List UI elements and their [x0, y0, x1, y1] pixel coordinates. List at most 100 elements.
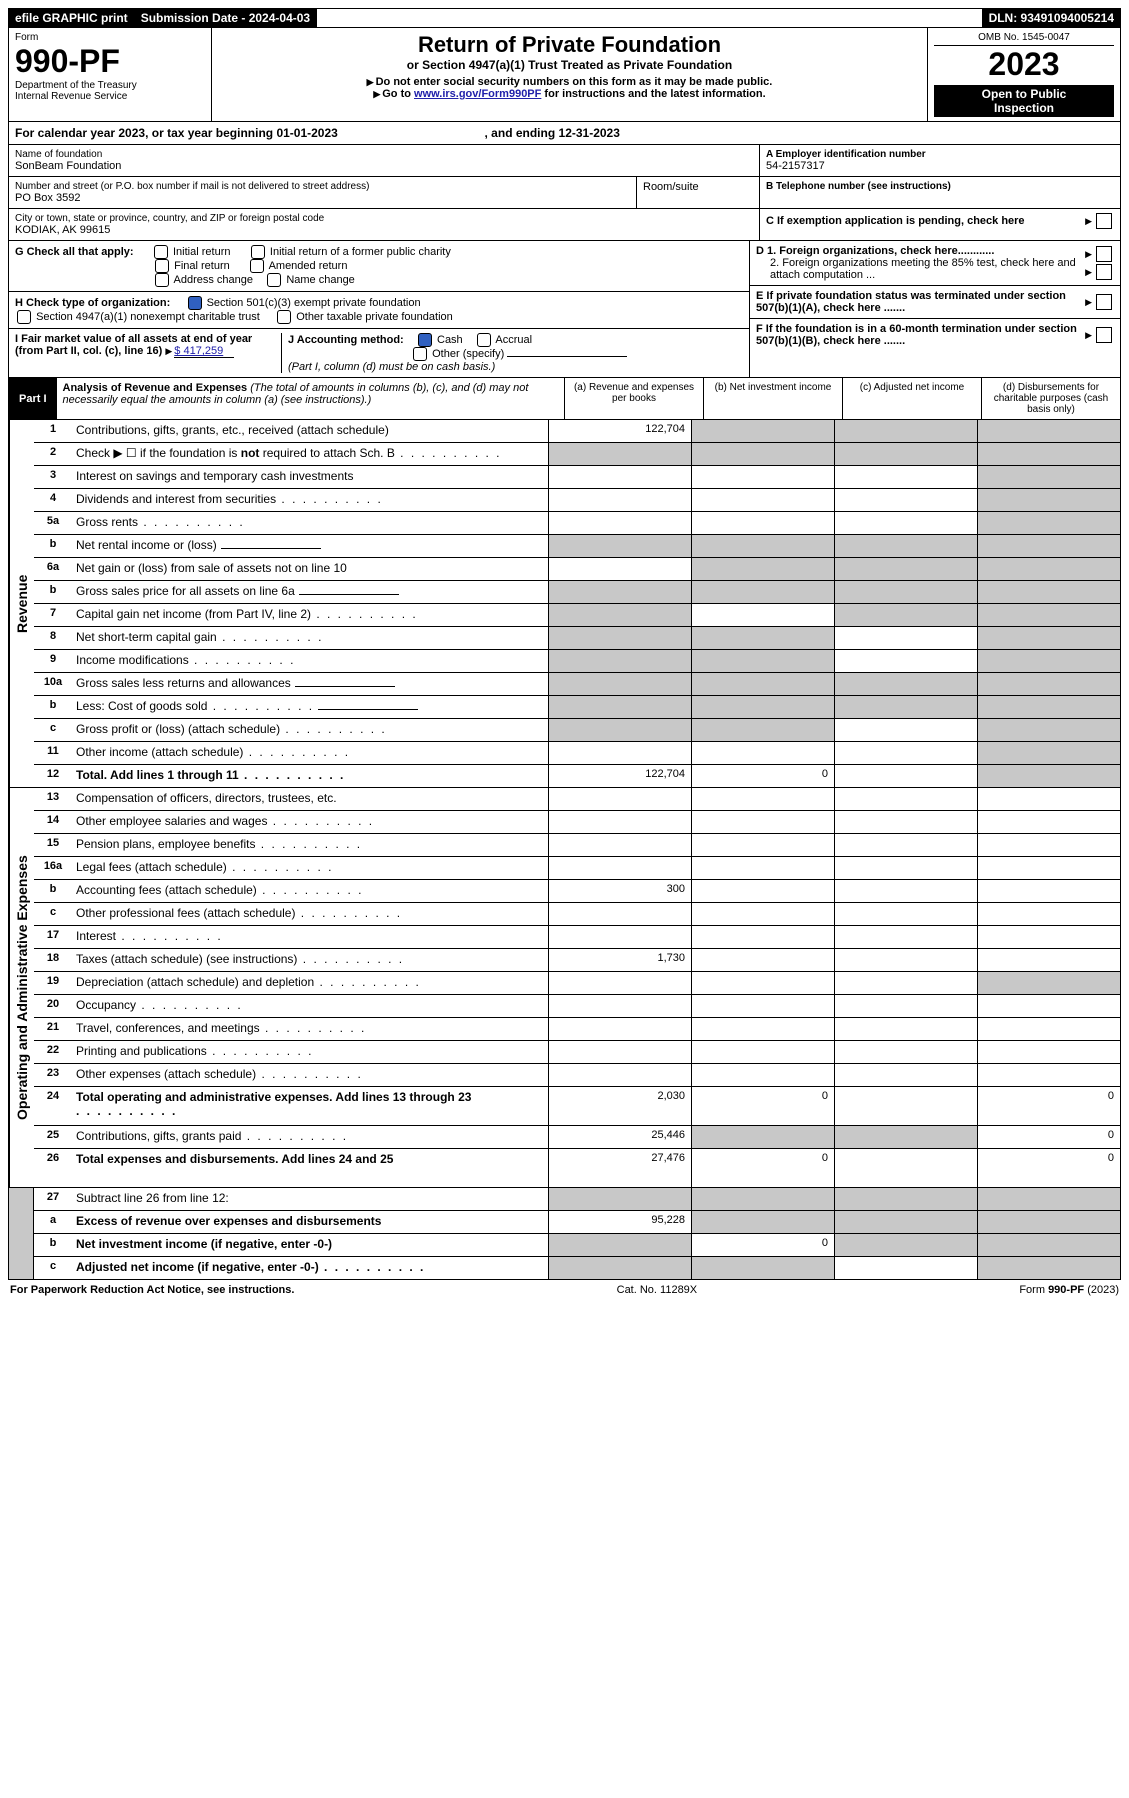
table-row: 12 Total. Add lines 1 through 11 122,704…	[34, 765, 1120, 787]
line-desc: Legal fees (attach schedule)	[72, 857, 548, 879]
line-num: 8	[34, 627, 72, 649]
line-desc: Interest	[72, 926, 548, 948]
inspect-1: Open to Public	[936, 87, 1112, 101]
line-desc: Other income (attach schedule)	[72, 742, 548, 764]
table-row: 19 Depreciation (attach schedule) and de…	[34, 972, 1120, 995]
table-cell	[834, 604, 977, 626]
h-label: H Check type of organization:	[15, 297, 170, 309]
table-cell	[691, 1064, 834, 1086]
line-num: 20	[34, 995, 72, 1017]
table-cell	[548, 1234, 691, 1256]
line-num: 18	[34, 949, 72, 971]
table-cell	[691, 1126, 834, 1148]
table-cell	[834, 1257, 977, 1279]
table-cell	[834, 1149, 977, 1187]
table-cell	[834, 673, 977, 695]
page-footer: For Paperwork Reduction Act Notice, see …	[8, 1280, 1121, 1300]
table-cell	[977, 466, 1120, 488]
line-desc: Net short-term capital gain	[72, 627, 548, 649]
table-cell	[691, 466, 834, 488]
efile-label: efile GRAPHIC print	[9, 9, 135, 27]
footer-right: Form 990-PF (2023)	[1019, 1284, 1119, 1296]
table-cell	[691, 512, 834, 534]
table-cell	[548, 650, 691, 672]
form-link[interactable]: www.irs.gov/Form990PF	[414, 88, 541, 100]
line-num: 5a	[34, 512, 72, 534]
table-cell	[834, 903, 977, 925]
table-row: b Net investment income (if negative, en…	[34, 1234, 1120, 1257]
dept-2: Internal Revenue Service	[15, 91, 205, 102]
table-cell	[834, 880, 977, 902]
table-cell	[977, 604, 1120, 626]
line-num: 7	[34, 604, 72, 626]
h-501c3-checkbox[interactable]	[188, 296, 202, 310]
table-cell: 122,704	[548, 420, 691, 442]
table-row: 24 Total operating and administrative ex…	[34, 1087, 1120, 1126]
table-cell	[548, 535, 691, 557]
table-cell	[834, 535, 977, 557]
line-desc: Excess of revenue over expenses and disb…	[72, 1211, 548, 1233]
ein-label: A Employer identification number	[766, 149, 1114, 160]
table-row: 21 Travel, conferences, and meetings	[34, 1018, 1120, 1041]
line-desc: Total operating and administrative expen…	[72, 1087, 548, 1125]
table-cell	[977, 926, 1120, 948]
line-desc: Less: Cost of goods sold	[72, 696, 548, 718]
table-cell	[977, 489, 1120, 511]
table-cell	[548, 903, 691, 925]
table-cell	[691, 1018, 834, 1040]
fmv-value[interactable]: $ 417,259	[174, 345, 234, 358]
line-num: b	[34, 696, 72, 718]
revenue-section: Revenue 1 Contributions, gifts, grants, …	[8, 420, 1121, 788]
table-cell	[834, 489, 977, 511]
part-1-header: Part I Analysis of Revenue and Expenses …	[8, 378, 1121, 420]
table-cell: 0	[691, 765, 834, 787]
table-row: 5a Gross rents	[34, 512, 1120, 535]
line-num: 21	[34, 1018, 72, 1040]
table-cell	[691, 604, 834, 626]
table-cell	[548, 627, 691, 649]
table-cell	[691, 1257, 834, 1279]
line-desc: Gross profit or (loss) (attach schedule)	[72, 719, 548, 741]
table-cell	[691, 673, 834, 695]
table-cell	[834, 512, 977, 534]
table-cell: 0	[691, 1087, 834, 1125]
table-cell	[548, 1064, 691, 1086]
table-cell	[977, 949, 1120, 971]
cash-checkbox[interactable]	[418, 333, 432, 347]
table-cell	[691, 627, 834, 649]
line-desc: Gross sales less returns and allowances	[72, 673, 548, 695]
table-cell	[977, 880, 1120, 902]
table-cell	[691, 880, 834, 902]
table-cell	[977, 995, 1120, 1017]
table-cell	[691, 926, 834, 948]
line-num: 10a	[34, 673, 72, 695]
table-cell	[977, 558, 1120, 580]
line-desc: Income modifications	[72, 650, 548, 672]
line-num: 17	[34, 926, 72, 948]
c-checkbox[interactable]	[1096, 213, 1112, 229]
line-desc: Other professional fees (attach schedule…	[72, 903, 548, 925]
foundation-name: SonBeam Foundation	[15, 160, 753, 172]
table-cell	[548, 581, 691, 603]
ein: 54-2157317	[766, 160, 1114, 172]
table-cell	[691, 420, 834, 442]
line-num: b	[34, 1234, 72, 1256]
table-cell	[691, 834, 834, 856]
line-num: c	[34, 1257, 72, 1279]
form-word: Form	[15, 32, 205, 43]
table-cell	[834, 1211, 977, 1233]
table-cell	[691, 696, 834, 718]
table-row: 13 Compensation of officers, directors, …	[34, 788, 1120, 811]
table-cell	[977, 719, 1120, 741]
table-row: b Less: Cost of goods sold	[34, 696, 1120, 719]
table-cell	[548, 1257, 691, 1279]
footer-left: For Paperwork Reduction Act Notice, see …	[10, 1284, 294, 1296]
line-num: 2	[34, 443, 72, 465]
city: KODIAK, AK 99615	[15, 224, 753, 236]
addr-label: Number and street (or P.O. box number if…	[15, 181, 630, 192]
line-num: 1	[34, 420, 72, 442]
line-num: c	[34, 719, 72, 741]
table-cell	[834, 765, 977, 787]
table-row: 18 Taxes (attach schedule) (see instruct…	[34, 949, 1120, 972]
table-cell	[691, 719, 834, 741]
